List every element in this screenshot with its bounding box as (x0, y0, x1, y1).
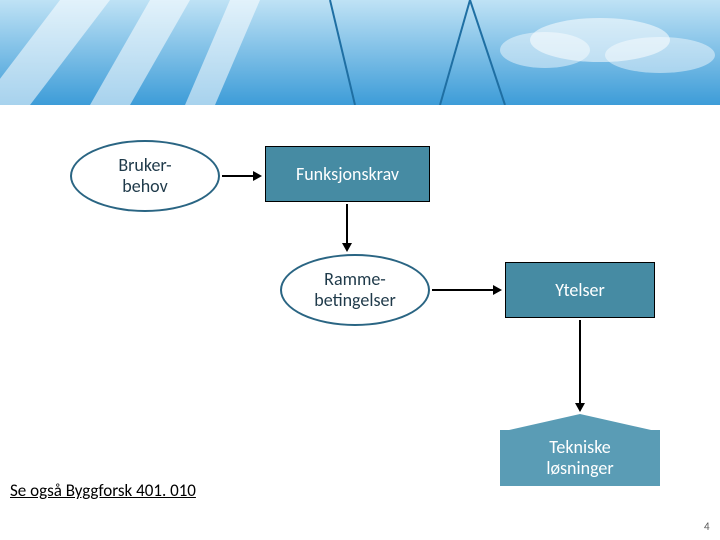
node-tekniske-label: Tekniskeløsninger (546, 437, 613, 478)
node-rammebetingelser-label: Ramme-betingelser (314, 269, 395, 310)
arrow-funksjon-ramme (346, 204, 348, 244)
arrow-ytelser-tekniske (579, 320, 581, 404)
node-tekniske-losninger: Tekniskeløsninger (500, 430, 660, 486)
node-brukerbehov-label: Bruker-behov (118, 155, 171, 196)
arrow-funksjon-ramme-head (342, 243, 352, 252)
node-funksjonskrav-label: Funksjonskrav (296, 164, 399, 185)
arrow-bruker-funksjon-head (253, 171, 262, 181)
page-number: 4 (704, 520, 710, 533)
arrow-ytelser-tekniske-head (575, 403, 585, 412)
node-rammebetingelser: Ramme-betingelser (280, 254, 430, 326)
node-ytelser-label: Ytelser (555, 280, 605, 301)
arrow-bruker-funksjon (222, 175, 254, 177)
arrow-ramme-ytelser-head (493, 285, 502, 295)
header-banner (0, 0, 720, 105)
footer-reference: Se også Byggforsk 401. 010 (10, 480, 196, 501)
page-number-text: 4 (704, 520, 710, 533)
footer-reference-text: Se også Byggforsk 401. 010 (10, 480, 196, 501)
node-brukerbehov: Bruker-behov (70, 140, 220, 212)
node-funksjonskrav: Funksjonskrav (265, 146, 430, 202)
node-ytelser: Ytelser (505, 262, 655, 318)
arrow-ramme-ytelser (432, 289, 494, 291)
